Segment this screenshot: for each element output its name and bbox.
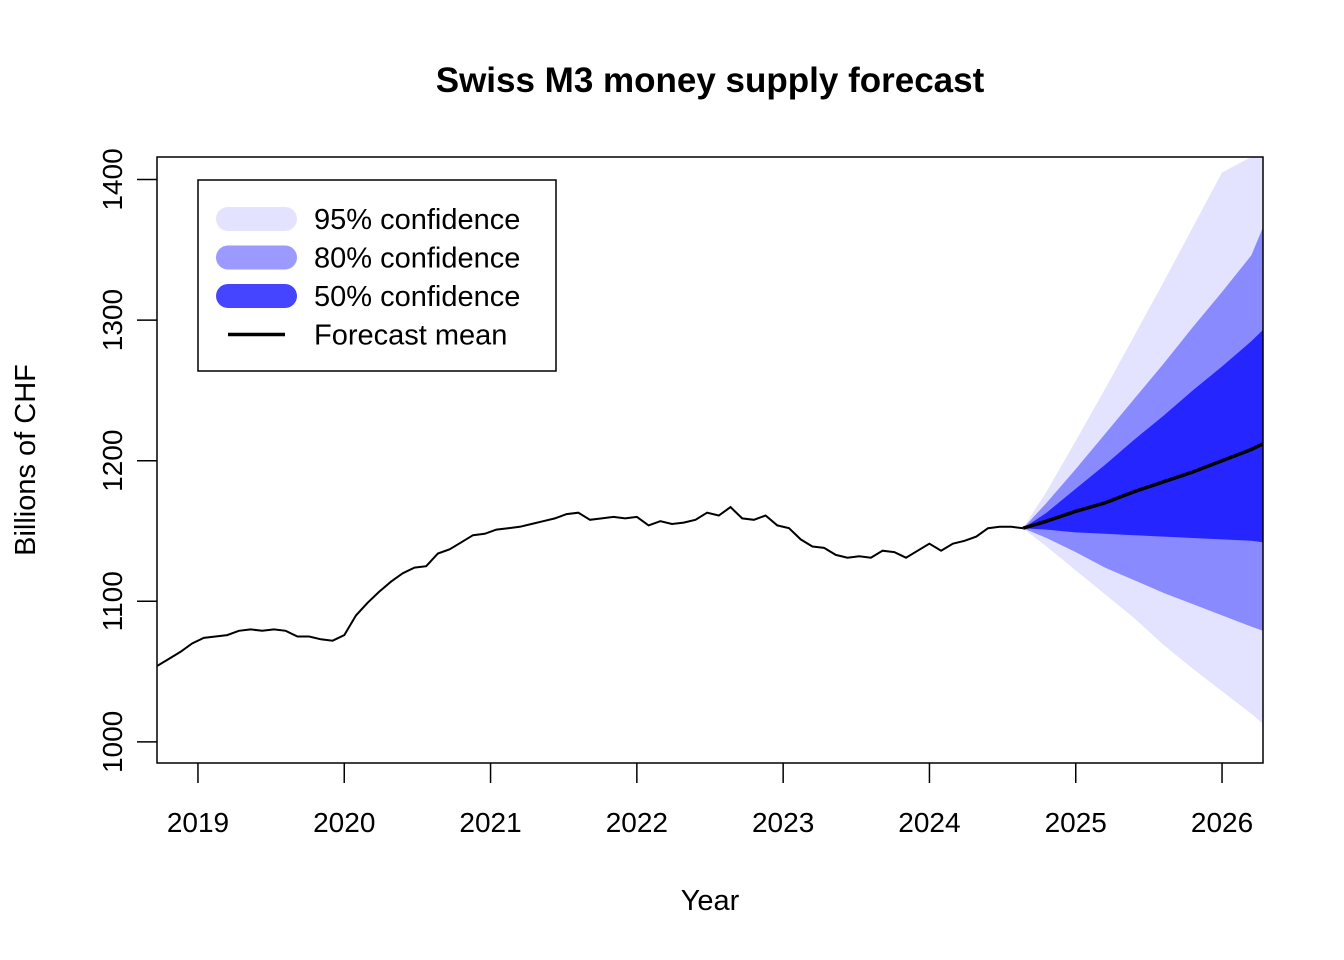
history-series-line <box>157 505 1024 667</box>
legend: 95% confidence 80% confidence 50% confiden… <box>197 179 557 372</box>
y-tick-label: 1100 <box>97 571 128 631</box>
confidence-band-50 <box>1023 329 1263 543</box>
y-axis: 1000 1100 1200 1300 1400 <box>97 148 157 773</box>
legend-label: 80% confidence <box>314 243 520 275</box>
x-axis-label: Year <box>681 885 740 917</box>
x-tick-label: 2026 <box>1191 807 1253 838</box>
y-tick-label: 1000 <box>97 711 128 773</box>
x-tick-label: 2024 <box>898 807 960 838</box>
y-tick-label: 1200 <box>97 430 128 492</box>
legend-box <box>197 179 557 372</box>
x-tick-label: 2023 <box>752 807 814 838</box>
x-tick-label: 2022 <box>606 807 668 838</box>
x-tick-label: 2019 <box>167 807 229 838</box>
legend-label: 95% confidence <box>314 204 520 236</box>
legend-label: 50% confidence <box>314 281 520 313</box>
chart-title: Swiss M3 money supply forecast <box>436 61 985 100</box>
y-tick-label: 1300 <box>97 289 128 351</box>
forecast-mean-line <box>1022 442 1263 530</box>
x-tick-label: 2025 <box>1045 807 1107 838</box>
legend-label: Forecast mean <box>314 320 507 352</box>
x-tick-label: 2020 <box>313 807 375 838</box>
y-axis-label: Billions of CHF <box>10 364 42 556</box>
x-axis: 2019 2020 2021 2022 2023 2024 2025 2026 <box>167 763 1253 838</box>
x-tick-label: 2021 <box>459 807 521 838</box>
y-tick-label: 1400 <box>97 148 128 210</box>
